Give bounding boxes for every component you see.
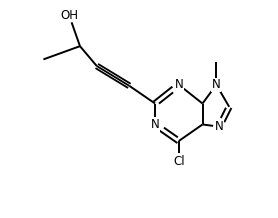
Text: N: N (174, 78, 183, 91)
Text: Cl: Cl (173, 155, 185, 169)
Text: N: N (212, 78, 221, 91)
Text: N: N (151, 118, 160, 131)
Text: OH: OH (60, 9, 78, 22)
Text: N: N (215, 120, 224, 133)
